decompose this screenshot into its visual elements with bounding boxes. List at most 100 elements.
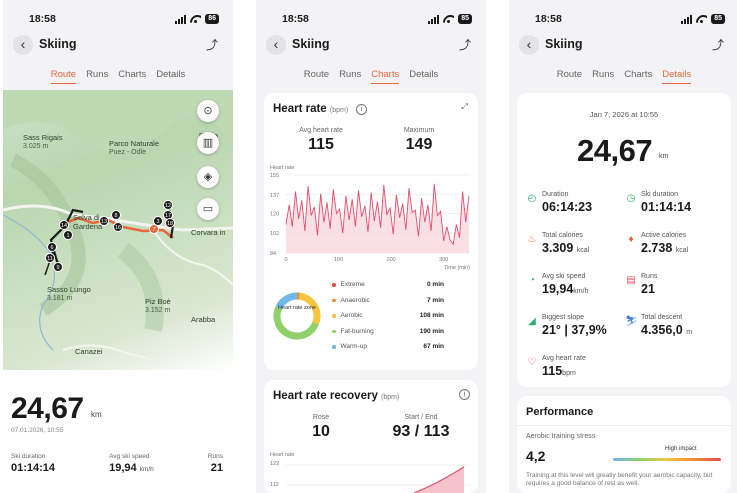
recovery-line — [413, 466, 465, 493]
zone-value: 7 min — [427, 296, 444, 304]
tab-bar: Route Runs Charts Details — [509, 69, 737, 84]
divider — [517, 425, 731, 426]
tab-details[interactable]: Details — [156, 69, 186, 80]
zone-value: 67 min — [423, 343, 444, 351]
x-tick-label: 100 — [334, 257, 343, 263]
details-distance-unit: km — [659, 153, 669, 160]
charts-screen: 18:58 85 ‹ Skiing ⤴ Route Runs Charts De… — [256, 0, 486, 493]
recovery-rose: Rose 10 — [312, 414, 330, 440]
map-pin[interactable]: 1 — [63, 230, 73, 240]
heart-rate-zones: Extreme 0 min Anaerobic 7 min Aerobic 108 min… — [332, 277, 444, 355]
route-map[interactable]: Sass Rigais 3.025 m Parco Naturale Puez - … — [3, 90, 233, 370]
tab-bar: Route Runs Charts Details — [256, 69, 486, 84]
map-pin[interactable]: 11 — [45, 253, 55, 263]
performance-title: Performance — [526, 406, 594, 418]
route-icon: ⤴ — [458, 38, 471, 52]
heart-rate-area — [286, 183, 469, 253]
skier-icon: ⛷ — [625, 316, 638, 327]
tab-details[interactable]: Details — [409, 69, 439, 80]
status-time: 18:58 — [535, 13, 562, 25]
back-button[interactable]: ‹ — [266, 35, 286, 55]
slope-icon: ◢ — [528, 316, 536, 327]
heart-rate-chart[interactable]: Heart rate 155 137 120 102 84 0 100 200 300 Time (… — [264, 161, 478, 271]
map-icon: ▥ — [202, 137, 214, 149]
locate-button[interactable]: ⊙ — [197, 100, 219, 122]
map-pin[interactable]: 18 — [165, 218, 175, 228]
info-icon[interactable]: i — [459, 389, 470, 400]
y-tick-label: 120 — [270, 211, 279, 217]
tab-charts[interactable]: Charts — [371, 69, 400, 84]
zone-name: Fat-burning — [332, 328, 374, 335]
overlay-button[interactable]: ▭ — [197, 198, 219, 220]
signal-icon — [175, 14, 187, 24]
page-title: Skiing — [292, 37, 330, 51]
map-label-corvara: Corvara in — [191, 228, 226, 237]
map-label-sasso-lungo: Sasso Lungo 3.181 m — [47, 285, 91, 303]
zone-value: 108 min — [419, 312, 444, 320]
details-screen: 18:58 85 ‹ Skiing ⤴ Route Runs Charts De… — [509, 0, 737, 493]
signal-icon — [681, 14, 693, 24]
route-screen: 18:58 86 ‹ Skiing ⤴ Route Runs Charts De… — [3, 0, 233, 493]
map-pin[interactable]: 16 — [113, 222, 123, 232]
info-icon[interactable]: i — [356, 104, 367, 115]
map-pin[interactable]: 6 — [47, 242, 57, 252]
map-pin[interactable]: 13 — [99, 216, 109, 226]
back-button[interactable]: ‹ — [13, 35, 33, 55]
stat-avg-ski-speed: Avg ski speed 19,94 km/h — [109, 453, 154, 474]
zone-dot — [332, 345, 336, 349]
map-pin[interactable]: 14 — [59, 220, 69, 230]
map-label-canazei: Canazei — [75, 347, 103, 356]
tab-charts[interactable]: Charts — [118, 69, 147, 80]
app-header: ‹ Skiing ⤴ — [3, 34, 233, 56]
tab-route[interactable]: Route — [556, 69, 583, 80]
map-label-arabba: Arabba — [191, 315, 216, 324]
recovery-y-title: Heart rate — [270, 452, 295, 458]
zone-value: 0 min — [427, 281, 444, 289]
donut-slice — [298, 292, 321, 325]
battery-icon: 85 — [458, 14, 472, 24]
map-type-button[interactable]: ▥ — [197, 132, 219, 154]
tab-route[interactable]: Route — [303, 69, 330, 80]
zone-dot — [332, 298, 336, 302]
status-time: 18:58 — [282, 13, 309, 25]
map-terrain — [3, 90, 233, 361]
x-tick-label: 200 — [387, 257, 396, 263]
wifi-icon — [190, 15, 201, 24]
route-share-button[interactable]: ⤴ — [709, 36, 727, 54]
route-share-button[interactable]: ⤴ — [203, 36, 221, 54]
clock-icon: ◴ — [527, 193, 537, 204]
heart-rate-card: Heart rate (bpm) i ⤢ Avg heart rate 115 … — [264, 93, 478, 370]
battery-icon: 85 — [711, 14, 725, 24]
recovery-start-end: Start / End 93 / 113 — [392, 414, 450, 440]
zone-label: Extreme — [340, 281, 365, 289]
route-share-button[interactable]: ⤴ — [456, 36, 474, 54]
y-axis-title: Heart rate — [270, 165, 294, 171]
tab-charts[interactable]: Charts — [624, 69, 653, 80]
stress-scale-bar — [613, 458, 721, 461]
zone-dot — [332, 314, 336, 318]
map-pin[interactable]: 12 — [163, 200, 173, 210]
zone-label: Anaerobic — [340, 296, 370, 304]
stat-runs: Runs 21 — [207, 453, 223, 474]
zone-dot — [332, 283, 336, 287]
back-button[interactable]: ‹ — [519, 35, 539, 55]
tab-details[interactable]: Details — [662, 69, 692, 84]
zone-row: Extreme 0 min — [332, 277, 444, 293]
map-pin[interactable]: 8 — [111, 210, 121, 220]
page-title: Skiing — [39, 37, 77, 51]
speedometer-icon: ◔ — [528, 275, 536, 286]
expand-icon[interactable]: ⤢ — [461, 102, 468, 111]
tab-route[interactable]: Route — [50, 69, 77, 84]
flame-icon: ♨ — [527, 234, 537, 245]
stat-ski-duration: Ski duration 01:14:14 — [11, 453, 56, 474]
map-pin[interactable]: 9 — [53, 262, 63, 272]
page-title: Skiing — [545, 37, 583, 51]
tab-runs[interactable]: Runs — [592, 69, 615, 80]
zone-row: Warm-up 67 min — [332, 339, 444, 355]
tab-runs[interactable]: Runs — [339, 69, 362, 80]
map-pin[interactable]: 7 — [149, 224, 159, 234]
details-distance: 24,67 — [577, 133, 653, 168]
layers-button[interactable]: ◈ — [197, 166, 219, 188]
stress-badge: High impact — [665, 446, 697, 452]
tab-runs[interactable]: Runs — [86, 69, 109, 80]
